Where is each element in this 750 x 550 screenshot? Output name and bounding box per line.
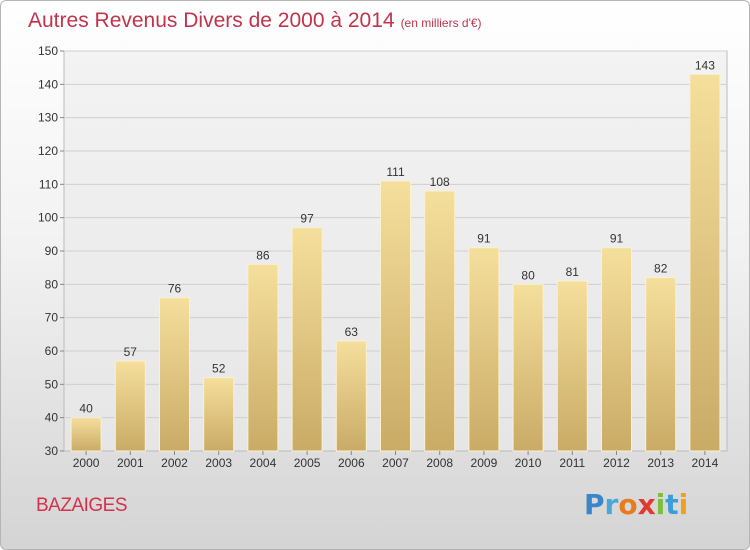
x-tick-label: 2005 [294, 456, 321, 470]
bar [380, 180, 411, 452]
bar-value-label: 97 [300, 212, 314, 226]
bar-value-label: 143 [695, 58, 715, 72]
y-tick-label: 50 [45, 377, 59, 391]
bar [291, 227, 323, 452]
y-tick-label: 30 [45, 444, 59, 458]
bars: 40 57 76 52 86 97 63 111 108 91 80 81 91 82 143 [70, 58, 721, 452]
bar-value-label: 63 [345, 325, 359, 339]
bar-value-label: 91 [610, 232, 624, 246]
bar-value-label: 91 [477, 232, 491, 246]
y-tick-label: 70 [45, 311, 59, 325]
y-tick-label: 110 [39, 177, 58, 191]
bar-value-label: 52 [212, 362, 226, 376]
x-tick-label: 2010 [515, 456, 542, 470]
chart-title: Autres Revenus Divers de 2000 à 2014 (en … [28, 9, 482, 33]
x-tick-label: 2008 [426, 456, 453, 470]
y-tick-label: 40 [45, 411, 59, 425]
x-tick-label: 2011 [559, 456, 585, 470]
bar-value-label: 108 [430, 175, 450, 189]
x-tick-label: 2001 [117, 456, 144, 470]
title-text: Autres Revenus Divers de 2000 à 2014 [28, 9, 395, 32]
y-axis: 30 40 50 60 70 80 90 100 110 120 130 140 150 [38, 44, 64, 458]
bar [468, 247, 500, 452]
x-axis: 2000 2001 2002 2003 2004 2005 2006 2007 2008 2009… [73, 451, 719, 470]
bar [689, 73, 721, 452]
x-tick-label: 2014 [692, 456, 719, 470]
bar [335, 340, 367, 452]
bar-value-label: 76 [168, 282, 182, 296]
y-tick-label: 80 [45, 277, 59, 291]
x-tick-label: 2012 [603, 456, 630, 470]
y-tick-label: 100 [38, 211, 58, 225]
commune-name: BAZAIGES [36, 495, 128, 516]
bar [512, 283, 544, 452]
bar-value-label: 86 [256, 248, 270, 262]
x-tick-label: 2007 [382, 456, 409, 470]
bar-value-label: 81 [566, 265, 580, 279]
y-tick-label: 150 [38, 44, 58, 58]
bar [424, 190, 456, 452]
bar [556, 280, 588, 452]
bar [247, 263, 279, 452]
bar [601, 247, 632, 452]
y-tick-label: 140 [38, 77, 58, 91]
x-tick-label: 2013 [647, 456, 674, 470]
x-tick-label: 2006 [338, 456, 365, 470]
y-tick-label: 130 [38, 111, 58, 125]
x-tick-label: 2009 [471, 456, 498, 470]
bar-value-label: 82 [654, 262, 668, 276]
proxiti-logo[interactable]: Proxiti [584, 488, 689, 521]
bar [159, 297, 190, 452]
bar [114, 360, 146, 452]
y-tick-label: 90 [45, 244, 59, 258]
bar [203, 377, 235, 452]
x-tick-label: 2002 [161, 456, 188, 470]
bar [645, 277, 677, 452]
bar-value-label: 111 [386, 165, 405, 179]
x-tick-label: 2004 [250, 456, 277, 470]
bar [70, 417, 102, 452]
bar-value-label: 57 [124, 345, 138, 359]
x-tick-label: 2003 [205, 456, 232, 470]
y-tick-label: 60 [45, 344, 59, 358]
bar-value-label: 80 [521, 268, 535, 282]
x-tick-label: 2000 [73, 456, 100, 470]
title-unit: (en milliers d'€) [400, 16, 482, 30]
bar-value-label: 40 [79, 402, 93, 416]
y-tick-label: 120 [38, 144, 58, 158]
